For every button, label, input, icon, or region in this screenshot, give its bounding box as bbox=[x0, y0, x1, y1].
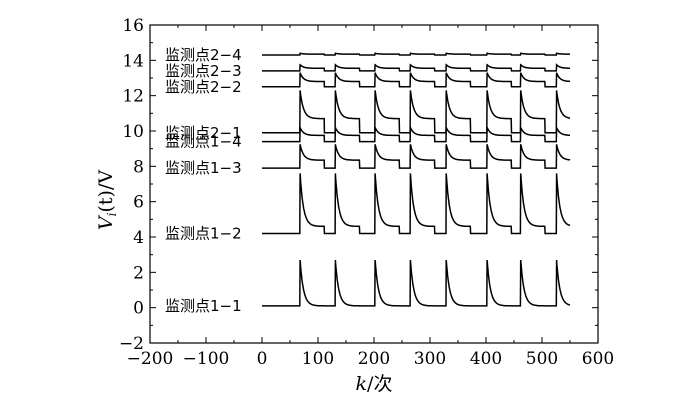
series-label-1: 监测点2−4 bbox=[165, 46, 242, 64]
x-tick-label: −200 bbox=[127, 349, 174, 369]
series-line-6 bbox=[262, 144, 571, 169]
y-tick-label: 12 bbox=[122, 87, 144, 107]
x-tick-label: 600 bbox=[582, 349, 614, 369]
series-label-6: 监测点1−3 bbox=[165, 159, 242, 177]
series-line-2 bbox=[262, 63, 570, 72]
x-tick-label: 200 bbox=[358, 349, 390, 369]
series-line-7 bbox=[262, 173, 571, 235]
series-line-3 bbox=[262, 72, 570, 88]
series-line-8 bbox=[262, 259, 571, 307]
y-tick-label: 14 bbox=[122, 51, 144, 71]
series-line-4 bbox=[262, 90, 570, 134]
series-label-5: 监测点1−4 bbox=[165, 133, 242, 151]
series-line-5 bbox=[262, 127, 570, 143]
y-tick-label: 8 bbox=[133, 157, 144, 177]
series-label-7: 监测点1−2 bbox=[165, 224, 242, 242]
y-tick-label: 10 bbox=[122, 122, 144, 142]
y-axis-label: Vi(t)/V bbox=[95, 170, 119, 230]
series-line-1 bbox=[262, 52, 570, 56]
y-tick-label: 4 bbox=[133, 228, 144, 248]
x-tick-label: 100 bbox=[302, 349, 334, 369]
y-tick-label: −2 bbox=[119, 334, 144, 354]
y-tick-label: 16 bbox=[122, 16, 144, 36]
x-tick-label: 400 bbox=[470, 349, 502, 369]
y-tick-label: 2 bbox=[133, 263, 144, 283]
x-tick-label: 500 bbox=[526, 349, 558, 369]
series-label-2: 监测点2−3 bbox=[165, 62, 242, 80]
series-label-4: 监测点2−1 bbox=[165, 124, 242, 142]
x-tick-label: 0 bbox=[257, 349, 268, 369]
x-axis-label: k/次 bbox=[356, 373, 393, 395]
y-tick-label: 6 bbox=[133, 193, 144, 213]
x-tick-label: −100 bbox=[183, 349, 230, 369]
y-tick-label: 0 bbox=[133, 299, 144, 319]
x-tick-label: 300 bbox=[414, 349, 446, 369]
series-label-8: 监测点1−1 bbox=[165, 297, 242, 315]
series-label-3: 监测点2−2 bbox=[165, 78, 242, 96]
